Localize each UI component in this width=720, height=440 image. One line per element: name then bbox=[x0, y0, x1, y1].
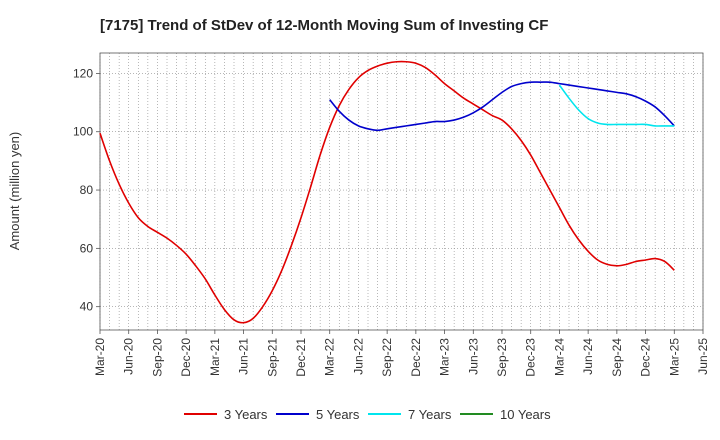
legend-label-10-years: 10 Years bbox=[500, 407, 551, 422]
y-axis-label: Amount (million yen) bbox=[7, 132, 22, 251]
x-tick-label: Mar-23 bbox=[438, 338, 452, 376]
series-line-7-years bbox=[558, 84, 675, 127]
x-tick-label: Jun-23 bbox=[466, 338, 480, 375]
x-axis-ticks: Mar-20 Jun-20 Sep-20 Dec-20 Mar-21 Jun-21 Sep-… bbox=[93, 330, 710, 377]
y-tick-label: 100 bbox=[73, 125, 93, 139]
y-tick-label: 60 bbox=[80, 241, 94, 255]
x-tick-label: Mar-22 bbox=[323, 338, 337, 376]
x-tick-label: Mar-25 bbox=[667, 338, 681, 376]
y-tick-label: 40 bbox=[80, 300, 94, 314]
x-tick-label: Dec-23 bbox=[524, 338, 538, 377]
x-tick-label: Dec-21 bbox=[294, 338, 308, 377]
x-tick-label: Sep-24 bbox=[610, 338, 624, 377]
chart-title: [7175] Trend of StDev of 12-Month Moving… bbox=[100, 17, 548, 34]
x-tick-label: Jun-24 bbox=[581, 338, 595, 375]
x-tick-label: Dec-20 bbox=[179, 338, 193, 377]
x-tick-label: Jun-20 bbox=[122, 338, 136, 375]
x-tick-label: Sep-22 bbox=[380, 338, 394, 377]
x-tick-label: Jun-25 bbox=[696, 338, 710, 375]
plot-area bbox=[99, 52, 704, 331]
series-line-5-years bbox=[329, 81, 675, 132]
series-line-3-years bbox=[99, 60, 675, 324]
x-tick-label: Jun-21 bbox=[237, 338, 251, 375]
grid-lines bbox=[99, 53, 704, 330]
x-tick-label: Dec-24 bbox=[639, 338, 653, 377]
x-tick-label: Jun-22 bbox=[351, 338, 365, 375]
x-tick-label: Mar-20 bbox=[93, 338, 107, 376]
x-tick-label: Mar-24 bbox=[552, 338, 566, 376]
legend-label-5-years: 5 Years bbox=[316, 407, 360, 422]
x-tick-label: Sep-23 bbox=[495, 338, 509, 377]
y-tick-label: 80 bbox=[80, 183, 94, 197]
legend: 3 Years 5 Years 7 Years 10 Years bbox=[184, 407, 551, 422]
legend-label-7-years: 7 Years bbox=[408, 407, 452, 422]
x-tick-label: Mar-21 bbox=[208, 338, 222, 376]
x-tick-label: Sep-21 bbox=[265, 338, 279, 377]
plot-border bbox=[99, 52, 704, 331]
x-tick-label: Dec-22 bbox=[409, 338, 423, 377]
y-axis-ticks: 40 60 80 100 120 bbox=[73, 66, 100, 314]
series-layer bbox=[99, 60, 675, 324]
legend-label-3-years: 3 Years bbox=[224, 407, 268, 422]
x-tick-label: Sep-20 bbox=[150, 338, 164, 377]
y-tick-label: 120 bbox=[73, 66, 93, 80]
